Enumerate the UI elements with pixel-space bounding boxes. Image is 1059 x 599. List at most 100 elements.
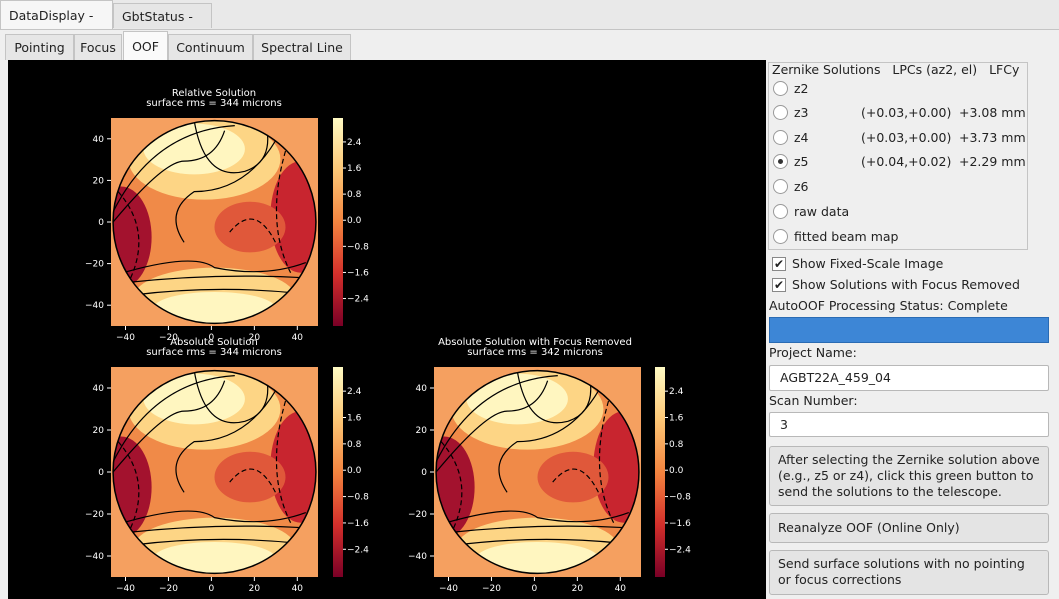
x-tick-label: 0 <box>209 584 215 594</box>
zernike-header: Zernike Solutions LPCs (az2, el) LFCy <box>772 62 1019 77</box>
contour <box>175 390 276 493</box>
surface-edge <box>435 369 640 575</box>
radio[interactable] <box>773 154 788 169</box>
y-tick-label: −40 <box>408 552 427 562</box>
x-tick-label: −20 <box>159 333 178 343</box>
y-tick-label: 40 <box>93 135 105 145</box>
x-tick-label: 20 <box>249 333 261 343</box>
surface-high <box>153 291 276 324</box>
subtab[interactable]: Continuum <box>168 34 253 60</box>
x-tick-label: −40 <box>439 584 458 594</box>
button[interactable]: After selecting the Zernike solution abo… <box>769 446 1049 506</box>
radio[interactable] <box>773 81 788 96</box>
lpc-value: (+0.04,+0.02) <box>861 154 952 169</box>
radio-dot <box>778 159 783 164</box>
x-tick-label: 20 <box>572 584 584 594</box>
radio[interactable] <box>773 105 788 120</box>
colorbar <box>333 118 343 326</box>
colorbar-tick-label: 0.8 <box>347 440 362 450</box>
tab[interactable]: GbtStatus - 1 <box>113 3 212 49</box>
colorbar-tick-label: 0.8 <box>347 190 362 200</box>
lfc-value: +2.29 mm <box>959 154 1026 169</box>
subtab[interactable]: Pointing <box>5 34 74 60</box>
colorbar-tick-label: 0.8 <box>669 440 684 450</box>
surface-high <box>153 541 276 574</box>
colorbar-tick-label: 1.6 <box>669 414 684 424</box>
colorbar-tick-label: −1.6 <box>347 519 369 529</box>
checkbox-label[interactable]: Show Fixed-Scale Image <box>792 256 944 271</box>
surface-edge <box>112 369 317 575</box>
x-tick-label: 40 <box>292 333 304 343</box>
contour <box>516 370 592 424</box>
radio[interactable] <box>773 204 788 219</box>
contour <box>133 538 296 546</box>
radio[interactable] <box>773 130 788 145</box>
radio[interactable] <box>773 179 788 194</box>
button[interactable]: Reanalyze OOF (Online Only) <box>769 513 1049 543</box>
radio-label[interactable]: z3 <box>794 105 809 120</box>
x-tick-label: −20 <box>159 584 178 594</box>
subtab[interactable]: OOF <box>123 31 168 60</box>
field-label: Scan Number: <box>769 393 858 408</box>
surface-high <box>466 373 568 425</box>
colorbar-tick-label: 2.4 <box>347 138 362 148</box>
checkbox[interactable]: ✔ <box>772 278 786 292</box>
project-input[interactable]: AGBT22A_459_04 <box>769 365 1049 391</box>
subtab[interactable]: Spectral Line <box>253 34 351 60</box>
contour <box>193 370 269 424</box>
radio-label[interactable]: raw data <box>794 204 850 219</box>
y-tick-label: 20 <box>93 426 105 436</box>
contour <box>436 375 558 463</box>
surface-low <box>270 161 316 273</box>
x-tick-label: 20 <box>249 584 261 594</box>
y-tick-label: 40 <box>93 384 105 394</box>
colorbar-tick-label: −1.6 <box>347 268 369 278</box>
surface-edge <box>112 119 317 325</box>
contour-dashed <box>117 191 140 284</box>
header-label: Zernike Solutions <box>772 62 881 77</box>
radio[interactable] <box>773 229 788 244</box>
y-tick-label: −40 <box>85 301 104 311</box>
radio-label[interactable]: z5 <box>794 154 809 169</box>
subtab[interactable]: Focus <box>74 34 122 60</box>
colorbar-tick-label: 2.4 <box>669 387 684 397</box>
radio-label[interactable]: z6 <box>794 179 809 194</box>
button-label: send the solutions to the telescope. <box>778 484 1002 499</box>
contour <box>446 525 629 534</box>
contour-dashed <box>229 468 276 493</box>
contour <box>175 140 276 243</box>
colorbar-tick-label: −0.8 <box>669 493 691 503</box>
contour <box>113 125 235 213</box>
y-tick-label: 0 <box>421 468 427 478</box>
y-tick-label: −20 <box>85 260 104 270</box>
contour-dashed <box>598 400 615 523</box>
contour <box>113 375 235 463</box>
colorbar <box>333 367 343 577</box>
contour <box>113 130 226 223</box>
colorbar-tick-label: 0.0 <box>669 466 684 476</box>
y-tick-label: 20 <box>416 426 428 436</box>
tab[interactable]: DataDisplay - 1 <box>0 0 113 52</box>
y-tick-label: 0 <box>98 468 104 478</box>
contour <box>498 390 599 493</box>
plot-subtitle: surface rms = 344 microns <box>146 98 282 109</box>
y-tick-label: −20 <box>408 510 427 520</box>
radio-label[interactable]: z2 <box>794 81 809 96</box>
scan-input[interactable]: 3 <box>769 412 1049 437</box>
checkbox-label[interactable]: Show Solutions with Focus Removed <box>792 277 1020 292</box>
contour-dashed <box>117 441 140 534</box>
contour <box>123 525 306 534</box>
button-label: Reanalyze OOF (Online Only) <box>778 520 960 535</box>
radio-label[interactable]: fitted beam map <box>794 229 899 244</box>
y-tick-label: −20 <box>85 510 104 520</box>
plot-title: Relative Solution <box>172 88 256 99</box>
checkbox[interactable]: ✔ <box>772 257 786 271</box>
radio-label[interactable]: z4 <box>794 130 809 145</box>
colorbar-tick-label: −0.8 <box>347 242 369 252</box>
contour <box>446 510 630 524</box>
button[interactable]: Send surface solutions with no pointing o… <box>769 550 1049 595</box>
x-tick-label: 40 <box>292 584 304 594</box>
field-label: Project Name: <box>769 345 857 360</box>
button-label: or focus corrections <box>778 572 902 587</box>
